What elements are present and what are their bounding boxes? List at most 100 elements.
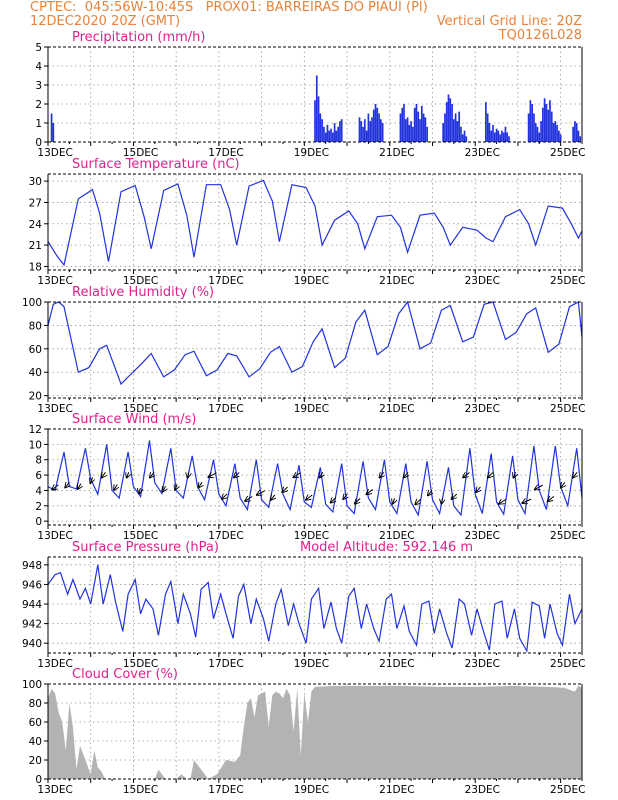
precip-bar	[485, 102, 487, 142]
precip-bar	[335, 130, 338, 142]
precip-bar	[541, 107, 544, 142]
precip-bar	[547, 109, 550, 142]
precip-bar	[403, 104, 405, 142]
precip-bar	[534, 123, 537, 142]
temperature-ytick-label: 21	[29, 240, 42, 252]
precip-bar	[314, 100, 316, 142]
wind-arrow	[403, 472, 407, 477]
humidity-xtick-label: 23DEC	[465, 403, 500, 415]
cloud-xtick-label: 15DEC	[123, 784, 158, 796]
precip-bar	[419, 119, 421, 142]
wind-arrow	[573, 472, 577, 477]
wind-arrow	[256, 491, 266, 495]
precip-bar	[365, 130, 368, 142]
wind-ytick-label: 2	[35, 501, 42, 513]
wind-arrow	[392, 498, 394, 504]
temperature-title: Surface Temperature (nC)	[72, 157, 240, 172]
wind-xtick-label: 25DEC	[550, 530, 585, 542]
humidity-ytick-label: 60	[29, 344, 42, 356]
temperature-panel: Surface Temperature (nC) 18 21 24 27 30 13DEC 1…	[29, 157, 586, 287]
precip-bar	[488, 123, 491, 142]
precip-bar	[492, 124, 494, 142]
wind-arrow	[293, 473, 301, 478]
wind-arrow	[499, 499, 507, 504]
wind-xtick-label: 23DEC	[465, 530, 500, 542]
wind-arrow	[366, 489, 373, 494]
precip-bar	[558, 130, 560, 142]
cloud-panel: Cloud Cover (%) 0 20 40 60 80 100 13DEC 15DEC 17D…	[22, 667, 586, 796]
wind-arrow	[330, 498, 335, 503]
cloud-ytick-label: 20	[29, 755, 42, 767]
pressure-line	[47, 564, 583, 653]
precip-bar	[363, 119, 366, 142]
cloud-xtick-label: 23DEC	[465, 784, 500, 796]
precip-bar	[554, 121, 557, 142]
precip-bar	[404, 119, 407, 142]
precip-bar	[506, 132, 509, 142]
pressure-xtick-label: 21DEC	[379, 658, 414, 670]
pressure-xtick-label: 13DEC	[37, 658, 72, 670]
wind-ytick-label: 10	[29, 439, 42, 451]
precipitation-xtick-label: 21DEC	[379, 147, 414, 159]
cloud-ytick-label: 40	[29, 736, 42, 748]
precip-bar	[378, 113, 380, 142]
temperature-line	[47, 179, 583, 267]
station-title: CPTEC: 045:56W-10:45S PROX01: BARREIRAS …	[30, 0, 428, 15]
wind-xtick-label: 21DEC	[379, 530, 414, 542]
cloud-xtick-label: 19DEC	[294, 784, 329, 796]
temperature-xtick-label: 23DEC	[465, 275, 500, 287]
precip-bar	[410, 121, 412, 142]
humidity-xtick-label: 25DEC	[550, 403, 585, 415]
precip-bar	[420, 105, 423, 142]
wind-arrow	[78, 484, 81, 490]
wind-ytick-label: 6	[35, 470, 42, 482]
precipitation-xtick-label: 25DEC	[550, 147, 585, 159]
wind-title: Surface Wind (m/s)	[72, 412, 196, 427]
precip-bar	[317, 96, 320, 142]
precip-bar	[424, 117, 427, 142]
precipitation-ytick-label: 2	[35, 99, 42, 111]
wind-arrow	[234, 472, 239, 477]
precip-bar	[502, 132, 505, 142]
wind-xtick-label: 15DEC	[123, 530, 158, 542]
wind-arrow	[476, 487, 480, 492]
pressure-xtick-label: 19DEC	[294, 658, 329, 670]
precip-bar	[371, 117, 373, 142]
wind-xtick-label: 19DEC	[294, 530, 329, 542]
precip-bar	[531, 104, 534, 142]
humidity-xtick-label: 17DEC	[208, 403, 243, 415]
precip-bar	[536, 126, 539, 142]
wind-arrow	[282, 487, 287, 492]
precipitation-xtick-label: 15DEC	[123, 147, 158, 159]
precip-bar	[422, 113, 425, 142]
humidity-panel: Relative Humidity (%) 20 40 60 80 100 13DEC 15D…	[22, 285, 586, 415]
precip-bar	[323, 126, 325, 142]
pressure-xtick-label: 25DEC	[550, 658, 585, 670]
pressure-ytick-label: 948	[22, 560, 42, 572]
precip-bar	[415, 104, 418, 142]
precipitation-ytick-label: 4	[35, 61, 42, 73]
precip-bar	[527, 113, 530, 142]
temperature-xtick-label: 19DEC	[294, 275, 329, 287]
precip-bar	[339, 121, 341, 142]
precip-bar	[321, 119, 323, 142]
grid-line-note: Vertical Grid Line: 20Z	[436, 14, 582, 29]
temperature-ytick-label: 30	[29, 176, 42, 188]
cloud-ytick-label: 100	[22, 679, 42, 691]
wind-xtick-label: 17DEC	[208, 530, 243, 542]
precip-bar	[319, 113, 322, 142]
precip-bar	[501, 130, 503, 142]
wind-arrow	[270, 495, 274, 500]
precip-bar	[330, 128, 332, 142]
precip-bar	[337, 126, 339, 142]
wind-arrow	[451, 494, 456, 499]
precip-bar	[406, 117, 409, 142]
pressure-ytick-label: 940	[22, 638, 42, 650]
wind-arrow	[198, 482, 202, 488]
precip-bar	[460, 126, 462, 142]
precip-bar	[442, 123, 445, 142]
humidity-title: Relative Humidity (%)	[72, 285, 214, 300]
wind-arrow	[415, 499, 420, 504]
pressure-ytick-label: 944	[22, 599, 42, 611]
wind-arrow	[306, 495, 313, 500]
